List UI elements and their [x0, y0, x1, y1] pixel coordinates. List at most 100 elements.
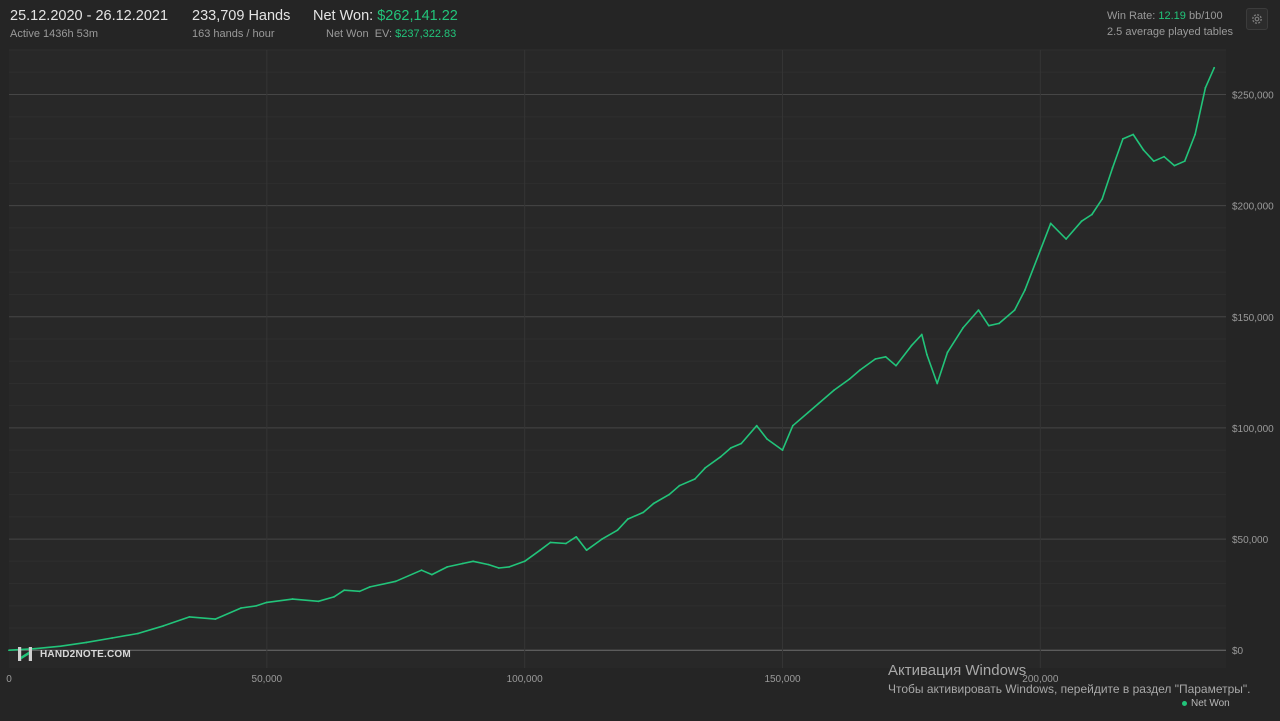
data-point	[652, 502, 655, 505]
data-point	[910, 344, 913, 347]
data-point	[1152, 160, 1155, 163]
data-point	[946, 351, 949, 354]
data-point	[358, 590, 361, 593]
data-point	[549, 541, 552, 544]
data-point	[858, 369, 861, 372]
y-tick-label: $100,000	[1232, 424, 1274, 435]
data-point	[255, 604, 258, 607]
data-point	[987, 324, 990, 327]
data-point	[791, 424, 794, 427]
data-point	[730, 447, 732, 449]
data-point	[755, 424, 758, 427]
data-point	[1080, 220, 1083, 223]
data-point	[1173, 164, 1176, 167]
data-point	[1142, 149, 1145, 151]
win-rate-label: Win Rate:	[1107, 10, 1156, 22]
data-point	[1204, 86, 1207, 89]
data-point	[920, 333, 923, 336]
data-point	[642, 511, 645, 514]
hands-count: 233,709 Hands	[192, 8, 291, 24]
average-tables: 2.5 average played tables	[1107, 26, 1233, 38]
net-won-ev-value: $237,322.83	[395, 28, 457, 40]
data-point	[719, 455, 722, 458]
data-point	[977, 309, 980, 311]
windows-activation-watermark: Активация Windows Чтобы активировать Win…	[888, 662, 1251, 696]
net-won-ev-summary: Net Won EV: $237,322.83	[326, 28, 456, 40]
data-point	[214, 618, 217, 620]
x-tick-label: 100,000	[507, 674, 544, 685]
data-point	[317, 600, 320, 603]
data-point	[833, 389, 835, 392]
data-point	[430, 573, 433, 576]
win-rate-unit: bb/100	[1188, 10, 1223, 22]
data-point	[265, 601, 268, 604]
data-point	[523, 560, 526, 563]
x-tick-label: 0	[6, 674, 12, 685]
data-point	[616, 529, 619, 532]
data-point	[1101, 198, 1104, 200]
data-point	[740, 442, 743, 445]
data-point	[817, 402, 820, 405]
data-point	[962, 326, 964, 329]
data-point	[1049, 222, 1052, 225]
data-point	[1111, 166, 1114, 169]
active-time: Active 1436h 53m	[10, 28, 99, 40]
activation-title: Активация Windows	[888, 662, 1027, 679]
data-point	[137, 632, 139, 635]
x-tick-label: 200,000	[1022, 674, 1059, 685]
data-point	[807, 411, 810, 414]
y-tick-label: $150,000	[1232, 313, 1274, 324]
data-point	[1121, 138, 1124, 140]
data-point	[668, 493, 670, 496]
data-point	[693, 478, 696, 480]
data-point	[704, 467, 707, 469]
data-point	[59, 645, 62, 648]
data-point	[539, 549, 542, 552]
net-won-ev-label: Net Won EV:	[326, 28, 393, 40]
data-point	[1039, 249, 1042, 251]
data-point	[626, 518, 629, 520]
data-point	[240, 607, 242, 609]
x-tick-label: 50,000	[252, 674, 283, 685]
hands-per-hour: 163 hands / hour	[192, 28, 275, 40]
y-tick-label: $250,000	[1232, 90, 1274, 101]
data-point	[926, 353, 928, 356]
data-point	[884, 355, 887, 358]
data-point	[998, 322, 1001, 325]
data-point	[332, 595, 335, 598]
data-point	[1132, 133, 1135, 136]
activation-subtitle: Чтобы активировать Windows, перейдите в …	[888, 682, 1251, 696]
data-point	[1163, 155, 1166, 158]
data-point	[291, 598, 294, 600]
gear-icon[interactable]	[1246, 8, 1268, 30]
hand2note-logo: HAND2NOTE.COM	[16, 645, 131, 663]
data-point	[1194, 133, 1196, 136]
data-point	[487, 563, 490, 566]
legend-marker	[1182, 701, 1187, 706]
data-point	[420, 569, 423, 572]
data-point	[461, 562, 464, 565]
data-point	[1213, 66, 1216, 69]
data-point	[936, 382, 939, 385]
data-point	[8, 649, 10, 652]
data-point	[1091, 213, 1093, 216]
win-rate: Win Rate: 12.19 bb/100	[1107, 10, 1223, 22]
x-tick-label: 150,000	[764, 674, 801, 685]
y-tick-label: $200,000	[1232, 202, 1274, 213]
date-range[interactable]: 25.12.2020 - 26.12.2021	[10, 8, 169, 24]
data-point	[343, 589, 346, 592]
hand2note-logo-icon	[18, 647, 32, 661]
data-point	[766, 438, 768, 440]
data-point	[1013, 309, 1016, 311]
data-point	[394, 580, 397, 583]
data-point	[874, 358, 877, 360]
chart-legend[interactable]: Net Won	[1182, 698, 1230, 709]
net-won-summary: Net Won: $262,141.22	[313, 8, 458, 24]
y-tick-label: $50,000	[1232, 535, 1269, 546]
win-rate-value: 12.19	[1158, 10, 1186, 22]
data-point	[848, 378, 851, 380]
y-tick-label: $0	[1232, 646, 1244, 657]
data-point	[162, 624, 165, 627]
data-point	[85, 641, 88, 644]
